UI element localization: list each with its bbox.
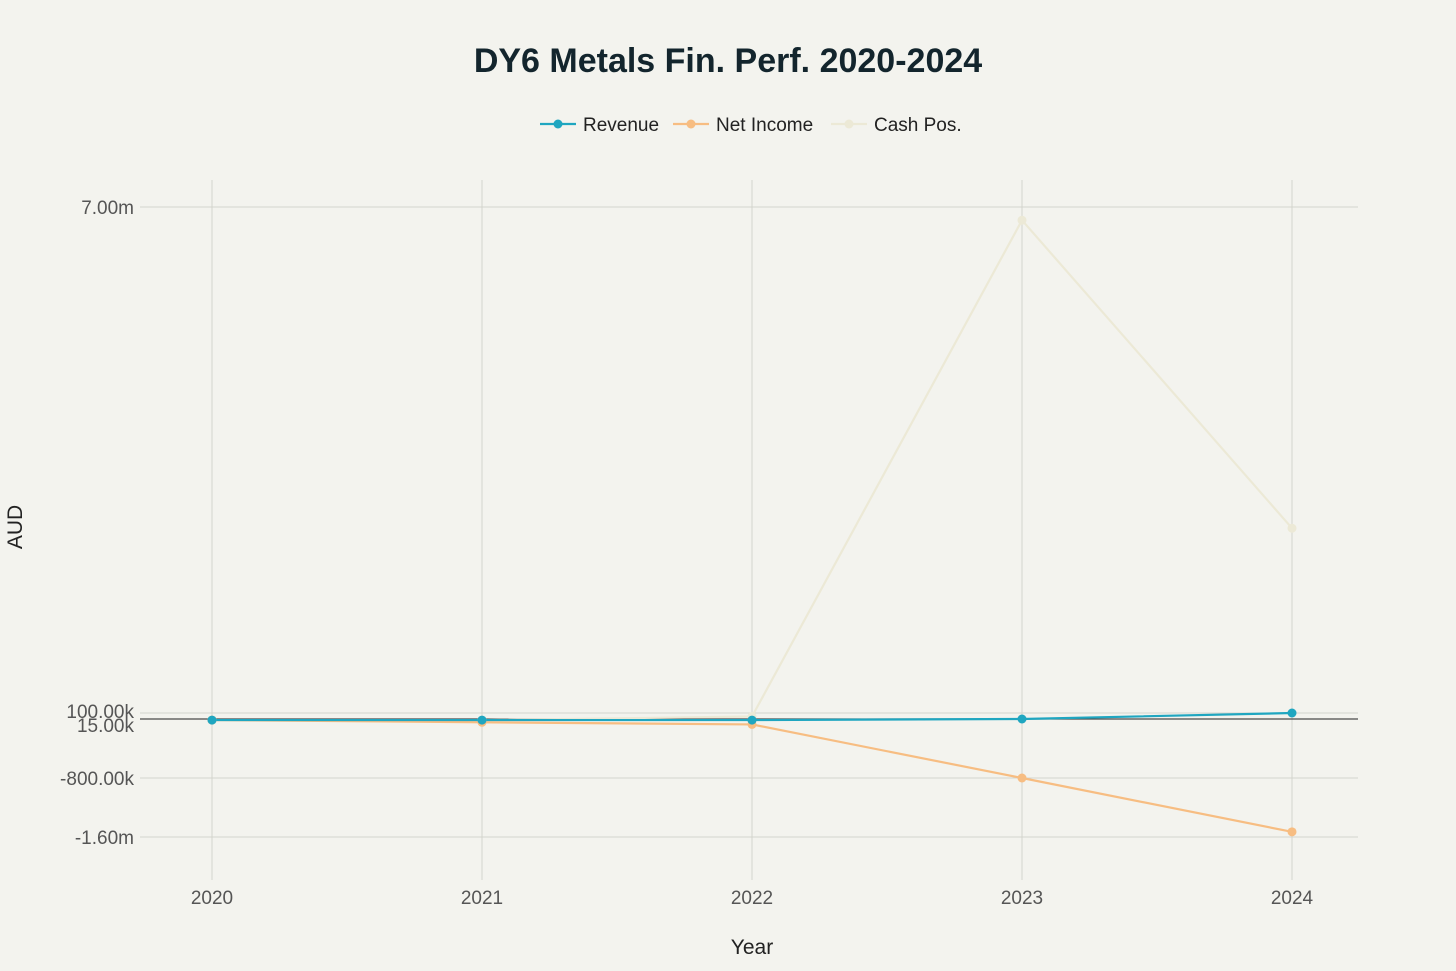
x-tick-label-2024: 2024: [1271, 888, 1314, 909]
x-tick-label-2020: 2020: [191, 888, 233, 909]
chart-title: DY6 Metals Fin. Perf. 2020-2024: [474, 42, 982, 80]
point-cash-pos-2024: [1287, 523, 1297, 533]
y-axis-title: AUD: [4, 505, 27, 549]
legend-swatch-marker-cash-pos: [844, 119, 854, 129]
legend-item-cash-pos[interactable]: Cash Pos.: [831, 115, 962, 136]
legend-swatch-marker-net-income: [686, 119, 696, 129]
x-tick-label-2022: 2022: [731, 888, 773, 909]
y-tick-label-4: -1.60m: [75, 828, 134, 849]
grid: [140, 180, 1358, 880]
y-tick-label-3: -800.00k: [60, 769, 134, 790]
legend-label-cash-pos: Cash Pos.: [874, 115, 962, 136]
point-revenue-2022: [747, 715, 757, 725]
series-points: [207, 215, 1297, 837]
x-axis-ticks: 2020 2021 2022 2023 2024: [191, 888, 1314, 909]
point-revenue-2024: [1287, 708, 1297, 718]
legend-item-revenue[interactable]: Revenue: [540, 115, 659, 136]
point-cash-pos-2023: [1017, 215, 1027, 225]
legend-item-net-income[interactable]: Net Income: [673, 115, 813, 136]
point-net-income-2023: [1017, 773, 1027, 783]
legend-swatch-marker-revenue: [553, 119, 563, 129]
point-revenue-2021: [477, 715, 487, 725]
y-tick-label-0: 7.00m: [81, 198, 134, 219]
point-revenue-2023: [1017, 714, 1027, 724]
x-axis-title: Year: [731, 936, 773, 959]
x-tick-label-2023: 2023: [1001, 888, 1043, 909]
legend-label-revenue: Revenue: [583, 115, 659, 136]
y-tick-label-1: 100.00k: [66, 702, 134, 723]
legend: Revenue Net Income Cash Pos.: [540, 115, 962, 136]
y-tick-label-2: 15.00k: [77, 716, 135, 737]
point-net-income-2024: [1287, 827, 1297, 837]
x-tick-label-2021: 2021: [461, 888, 503, 909]
legend-label-net-income: Net Income: [716, 115, 813, 136]
point-revenue-2020: [207, 715, 217, 725]
